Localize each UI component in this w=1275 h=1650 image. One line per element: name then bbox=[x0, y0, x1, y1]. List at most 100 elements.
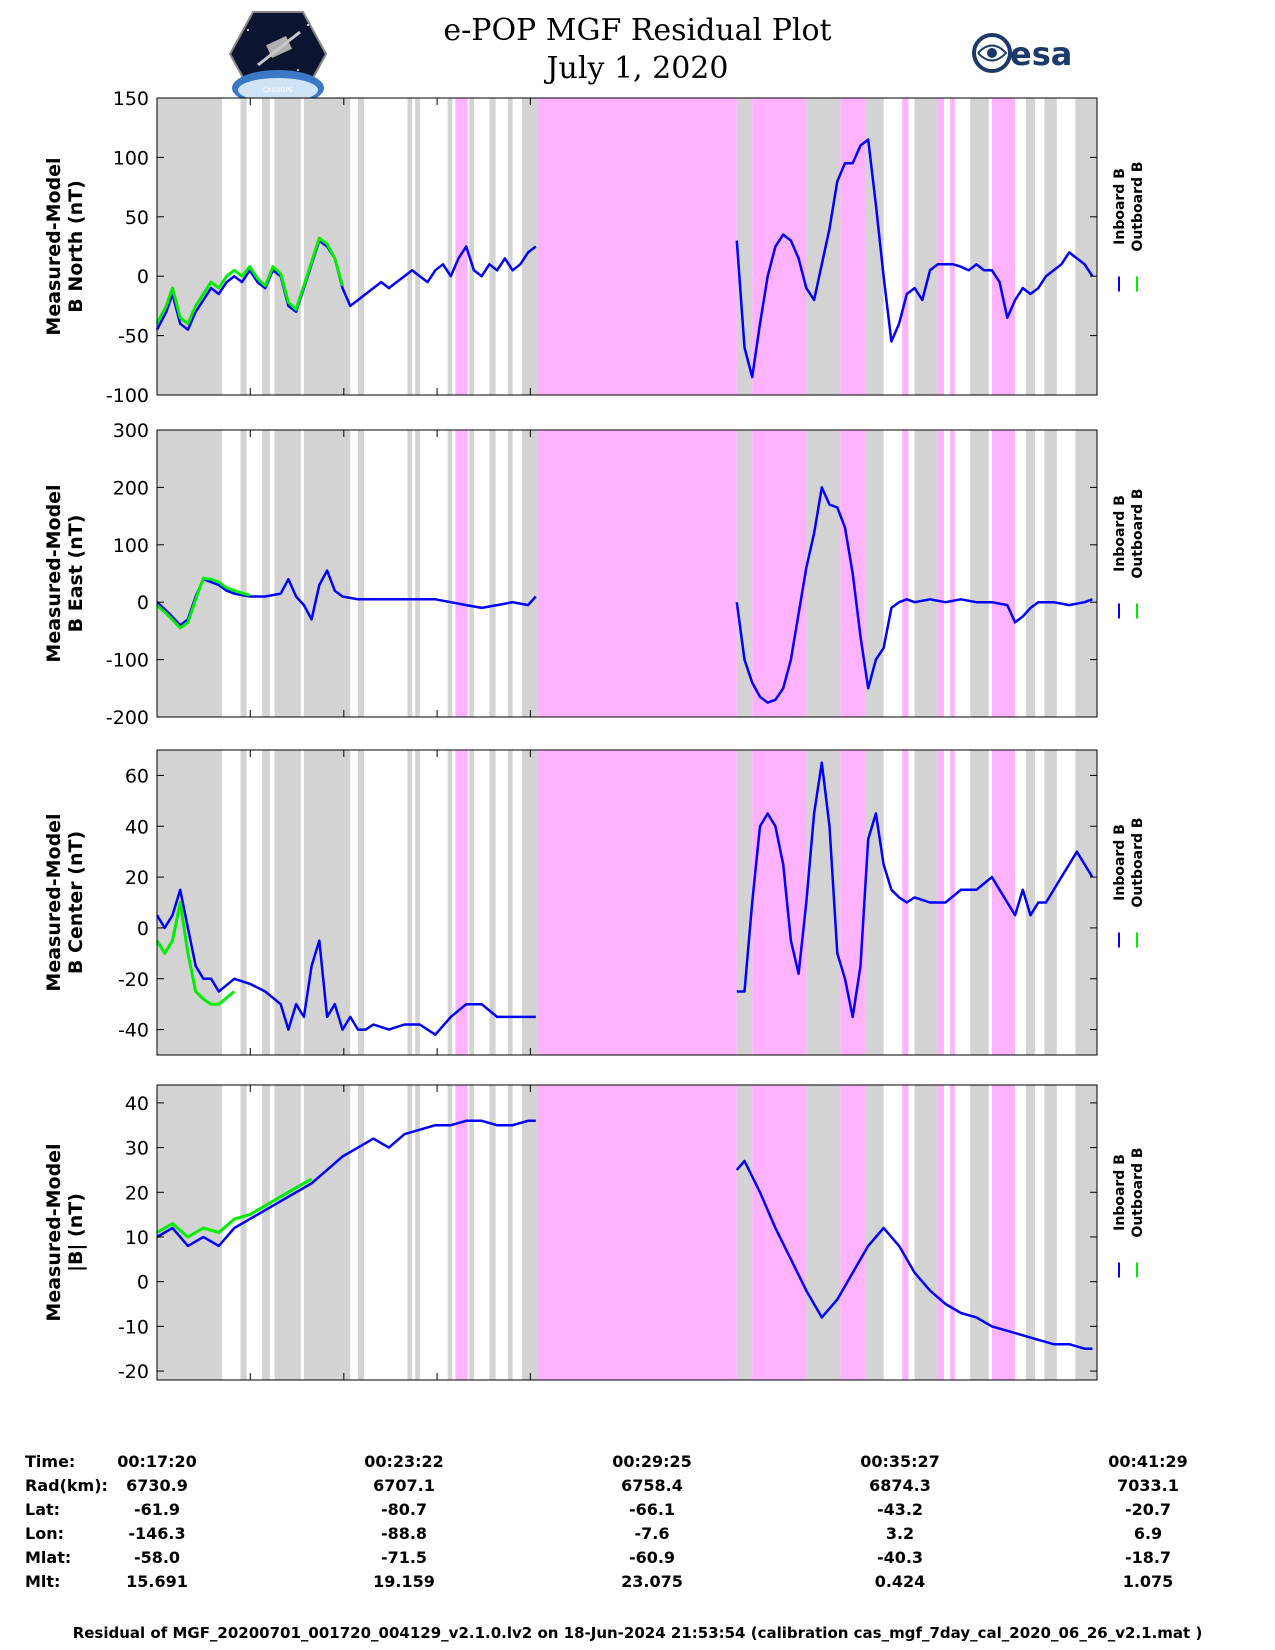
total-pink-band bbox=[840, 1085, 866, 1380]
total-gray-band bbox=[914, 1085, 938, 1380]
total-gray-band bbox=[507, 1085, 513, 1380]
total-ytick-label: -10 bbox=[118, 1316, 149, 1338]
total-gray-band bbox=[415, 1085, 420, 1380]
north-gray-band bbox=[1025, 98, 1036, 395]
east-legend-outboard: Outboard B bbox=[1130, 488, 1146, 578]
east-gray-band bbox=[274, 430, 301, 717]
orbit-info-table: Time: 00:17:20 00:23:22 00:29:25 00:35:2… bbox=[0, 1452, 1275, 1622]
info-time-3: 00:35:27 bbox=[860, 1452, 940, 1471]
info-time-0: 00:17:20 bbox=[117, 1452, 197, 1471]
center-pink-band bbox=[752, 750, 807, 1055]
north-ytick-label: 150 bbox=[113, 88, 149, 110]
north-gray-band bbox=[914, 98, 938, 395]
center-ylabel-line2: B Center (nT) bbox=[65, 831, 87, 974]
info-mlat-4: -18.7 bbox=[1124, 1548, 1172, 1567]
center-gray-band bbox=[274, 750, 301, 1055]
center-gray-band bbox=[357, 750, 365, 1055]
info-rad-1: 6707.1 bbox=[373, 1476, 435, 1495]
center-gray-band bbox=[157, 750, 222, 1055]
total-inboard-line bbox=[735, 1159, 1093, 1350]
center-pink-band bbox=[950, 750, 955, 1055]
total-pink-band bbox=[950, 1085, 955, 1380]
east-ylabel-line2: B East (nT) bbox=[65, 515, 87, 633]
info-lat-1: -80.7 bbox=[380, 1500, 428, 1519]
total-pink-band bbox=[937, 1085, 944, 1380]
info-mlat-3: -40.3 bbox=[876, 1548, 924, 1567]
east-gray-band bbox=[489, 430, 496, 717]
info-time-4: 00:41:29 bbox=[1108, 1452, 1188, 1471]
center-pink-band bbox=[537, 750, 737, 1055]
center-gray-band bbox=[507, 750, 513, 1055]
north-pink-band bbox=[950, 98, 955, 395]
total-pink-band bbox=[991, 1085, 1016, 1380]
info-mlt-3: 0.424 bbox=[874, 1572, 926, 1591]
east-pink-band bbox=[455, 430, 468, 717]
north-ylabel-line1: Measured-Model bbox=[43, 157, 65, 335]
east-gray-band bbox=[806, 430, 841, 717]
total-gray-band bbox=[240, 1085, 247, 1380]
plot-date: July 1, 2020 bbox=[546, 51, 729, 86]
total-legend-inboard: Inboard B bbox=[1112, 1154, 1128, 1231]
center-gray-band bbox=[447, 750, 453, 1055]
center-gray-band bbox=[1075, 750, 1097, 1055]
east-gray-band bbox=[1025, 430, 1036, 717]
center-pink-band bbox=[840, 750, 866, 1055]
center-axes-box bbox=[156, 749, 1098, 1056]
total-inboard-line bbox=[156, 1119, 536, 1248]
north-ylabel-line2: B North (nT) bbox=[65, 180, 87, 313]
total-pink-band bbox=[752, 1085, 807, 1380]
total-gray-band bbox=[736, 1085, 753, 1380]
north-gray-band bbox=[507, 98, 513, 395]
esa-logo-text: esa bbox=[1010, 35, 1072, 73]
center-gray-band bbox=[262, 750, 270, 1055]
east-gray-band bbox=[447, 430, 453, 717]
center-gray-band bbox=[865, 750, 884, 1055]
center-gray-band bbox=[736, 750, 753, 1055]
total-gray-band bbox=[489, 1085, 496, 1380]
east-ylabel-line1: Measured-Model bbox=[43, 484, 65, 662]
east-gray-band bbox=[1075, 430, 1097, 717]
north-pink-band bbox=[902, 98, 909, 395]
north-pink-band bbox=[991, 98, 1016, 395]
info-lon-2: -7.6 bbox=[634, 1524, 670, 1543]
center-gray-band bbox=[489, 750, 496, 1055]
north-legend-inboard: Inboard B bbox=[1112, 168, 1128, 245]
north-gray-band bbox=[806, 98, 841, 395]
info-lat-3: -43.2 bbox=[876, 1500, 924, 1519]
center-ytick-label: 20 bbox=[125, 867, 149, 889]
info-lon-4: 6.9 bbox=[1133, 1524, 1163, 1543]
east-gray-band bbox=[914, 430, 938, 717]
info-lat-0: -61.9 bbox=[133, 1500, 181, 1519]
info-rad-2: 6758.4 bbox=[621, 1476, 683, 1495]
total-ytick-label: -20 bbox=[118, 1361, 149, 1383]
center-ylabel-line1: Measured-Model bbox=[43, 813, 65, 991]
east-pink-band bbox=[991, 430, 1016, 717]
total-gray-band bbox=[1025, 1085, 1036, 1380]
info-lat-4: -20.7 bbox=[1124, 1500, 1172, 1519]
center-gray-band bbox=[970, 750, 989, 1055]
north-ytick-label: -100 bbox=[106, 385, 149, 407]
info-label-lat: Lat: bbox=[25, 1500, 61, 1519]
east-pink-band bbox=[537, 430, 737, 717]
east-gray-band bbox=[865, 430, 884, 717]
total-pink-band bbox=[902, 1085, 909, 1380]
north-inboard-line bbox=[735, 138, 1094, 379]
esa-logo: esa bbox=[972, 33, 1072, 73]
north-gray-band bbox=[521, 98, 538, 395]
info-mlt-0: 15.691 bbox=[126, 1572, 188, 1591]
info-time-1: 00:23:22 bbox=[364, 1452, 444, 1471]
center-inboard-line bbox=[736, 761, 1094, 1019]
info-label-time: Time: bbox=[25, 1452, 76, 1471]
total-gray-band bbox=[970, 1085, 989, 1380]
total-gray-band bbox=[157, 1085, 222, 1380]
east-ytick-label: -200 bbox=[106, 707, 149, 729]
center-pink-band bbox=[455, 750, 468, 1055]
footer-caption: Residual of MGF_20200701_001720_004129_v… bbox=[72, 1624, 1203, 1642]
info-label-rad: Rad(km): bbox=[25, 1476, 108, 1495]
north-legend-outboard: Outboard B bbox=[1130, 161, 1146, 251]
east-inboard-line bbox=[156, 569, 537, 627]
info-mlt-2: 23.075 bbox=[621, 1572, 683, 1591]
center-gray-band bbox=[240, 750, 247, 1055]
east-ytick-label: 300 bbox=[113, 420, 149, 442]
